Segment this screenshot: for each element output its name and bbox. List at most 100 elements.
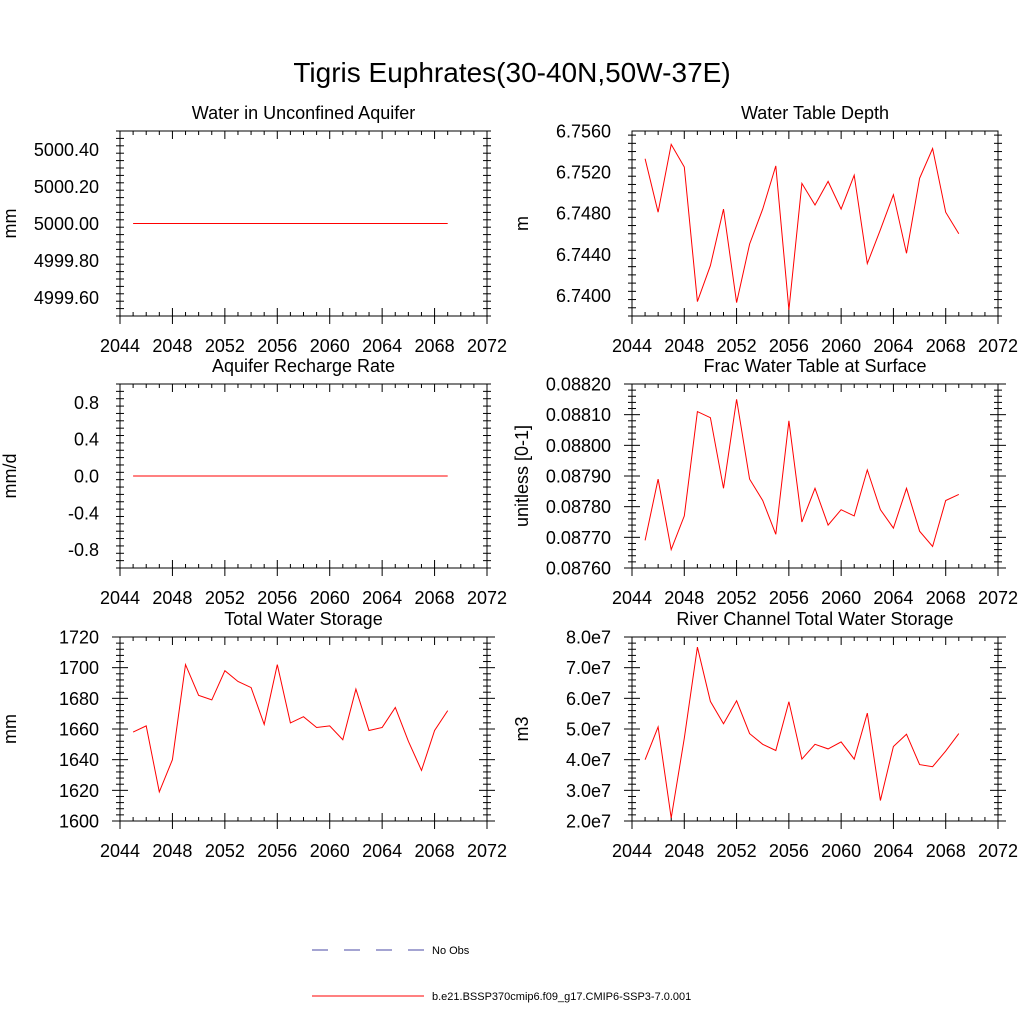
x-tick-label: 2068 <box>926 336 966 356</box>
x-tick-label: 2052 <box>717 588 757 608</box>
y-tick-label: 0.08760 <box>546 559 611 579</box>
y-tick-label: 5000.20 <box>34 177 99 197</box>
x-tick-label: 2064 <box>362 841 402 861</box>
x-tick-label: 2052 <box>717 841 757 861</box>
y-tick-label: 6.7520 <box>556 163 611 183</box>
y-tick-label: 5.0e7 <box>566 720 611 740</box>
panel-title: Water in Unconfined Aquifer <box>192 103 415 123</box>
y-tick-label: 1620 <box>59 781 99 801</box>
y-tick-label: 0.08770 <box>546 528 611 548</box>
y-axis-label: m <box>512 216 532 231</box>
x-tick-label: 2064 <box>873 588 913 608</box>
x-tick-label: 2052 <box>205 588 245 608</box>
series-line <box>644 142 960 310</box>
y-tick-label: 0.08790 <box>546 467 611 487</box>
y-tick-label: 5000.40 <box>34 140 99 160</box>
legend-model-label: b.e21.BSSP370cmip6.f09_g17.CMIP6-SSP3-7.… <box>432 991 691 1003</box>
x-tick-label: 2052 <box>717 336 757 356</box>
x-tick-label: 2068 <box>415 336 455 356</box>
y-tick-label: 1660 <box>59 720 99 740</box>
x-tick-label: 2068 <box>926 841 966 861</box>
y-axis-label: unitless [0-1] <box>512 425 532 527</box>
x-tick-label: 2060 <box>821 588 861 608</box>
y-tick-label: 6.7400 <box>556 286 611 306</box>
x-tick-label: 2072 <box>978 588 1018 608</box>
x-tick-label: 2044 <box>100 841 140 861</box>
series-line <box>644 399 960 552</box>
x-tick-label: 2056 <box>769 336 809 356</box>
plot-frame <box>631 636 999 822</box>
y-tick-label: 0.08820 <box>546 375 611 395</box>
panel-2: Water Table Depth m 2044 2048 2052 2056 2060 20… <box>512 103 1018 356</box>
x-tick-label: 2044 <box>100 588 140 608</box>
panel-4: Frac Water Table at Surface unitless [0-1… <box>512 356 1018 608</box>
x-tick-label: 2060 <box>310 841 350 861</box>
x-tick-label: 2064 <box>362 336 402 356</box>
panel-title: River Channel Total Water Storage <box>676 609 953 629</box>
x-tick-label: 2060 <box>821 336 861 356</box>
x-tick-label: 2068 <box>926 588 966 608</box>
x-tick-label: 2056 <box>257 841 297 861</box>
x-tick-label: 2064 <box>873 336 913 356</box>
panel-5: Total Water Storage mm 2044 2048 2052 2056 206… <box>0 609 507 861</box>
y-tick-label: 5000.00 <box>34 214 99 234</box>
x-tick-label: 2060 <box>821 841 861 861</box>
y-tick-label: 3.0e7 <box>566 781 611 801</box>
y-tick-label: -0.8 <box>68 540 99 560</box>
y-tick-label: 4999.60 <box>34 288 99 308</box>
y-tick-label: 0.8 <box>74 393 99 413</box>
figure-title: Tigris Euphrates(30-40N,50W-37E) <box>293 57 730 88</box>
x-tick-label: 2056 <box>769 588 809 608</box>
x-tick-label: 2048 <box>152 588 192 608</box>
y-tick-label: 4999.80 <box>34 251 99 271</box>
y-tick-label: 0.08780 <box>546 497 611 517</box>
y-tick-label: 6.7440 <box>556 245 611 265</box>
x-tick-label: 2048 <box>152 336 192 356</box>
plot-frame <box>631 130 999 317</box>
x-tick-label: 2048 <box>664 588 704 608</box>
y-tick-label: 1680 <box>59 689 99 709</box>
x-tick-label: 2064 <box>873 841 913 861</box>
panel-3: Aquifer Recharge Rate mm/d 2044 2048 2052 205… <box>0 356 507 608</box>
y-tick-label: 0.0 <box>74 467 99 487</box>
x-tick-label: 2060 <box>310 336 350 356</box>
x-tick-label: 2060 <box>310 588 350 608</box>
y-tick-label: 1640 <box>59 750 99 770</box>
y-tick-label: -0.4 <box>68 503 99 523</box>
panel-title: Aquifer Recharge Rate <box>212 356 395 376</box>
x-tick-label: 2044 <box>100 336 140 356</box>
x-tick-label: 2072 <box>467 336 507 356</box>
x-tick-label: 2072 <box>467 841 507 861</box>
y-tick-label: 8.0e7 <box>566 628 611 648</box>
y-tick-label: 1700 <box>59 658 99 678</box>
x-tick-label: 2072 <box>978 841 1018 861</box>
y-tick-label: 6.0e7 <box>566 689 611 709</box>
x-tick-label: 2056 <box>257 336 297 356</box>
y-axis-label: m3 <box>512 716 532 741</box>
series-line <box>644 646 960 818</box>
plot-frame <box>119 636 488 822</box>
x-tick-label: 2044 <box>612 841 652 861</box>
y-axis-label: mm/d <box>0 454 20 499</box>
legend-obs-label: No Obs <box>432 945 470 957</box>
y-tick-label: 6.7480 <box>556 204 611 224</box>
x-tick-label: 2048 <box>664 336 704 356</box>
y-tick-label: 0.4 <box>74 430 99 450</box>
y-tick-label: 2.0e7 <box>566 812 611 832</box>
y-tick-label: 0.08810 <box>546 405 611 425</box>
x-tick-label: 2048 <box>664 841 704 861</box>
y-tick-label: 0.08800 <box>546 436 611 456</box>
panel-title: Water Table Depth <box>741 103 889 123</box>
panel-1: Water in Unconfined Aquifer mm 2044 2048 205… <box>0 103 507 356</box>
y-axis-label: mm <box>0 209 20 239</box>
x-tick-label: 2044 <box>612 336 652 356</box>
series-line <box>132 662 449 794</box>
y-tick-label: 4.0e7 <box>566 750 611 770</box>
x-tick-label: 2056 <box>257 588 297 608</box>
x-tick-label: 2064 <box>362 588 402 608</box>
x-tick-label: 2068 <box>415 588 455 608</box>
y-tick-label: 1600 <box>59 812 99 832</box>
plot-frame <box>631 383 999 569</box>
panels: Water in Unconfined Aquifer mm 2044 2048 205… <box>0 103 1018 861</box>
